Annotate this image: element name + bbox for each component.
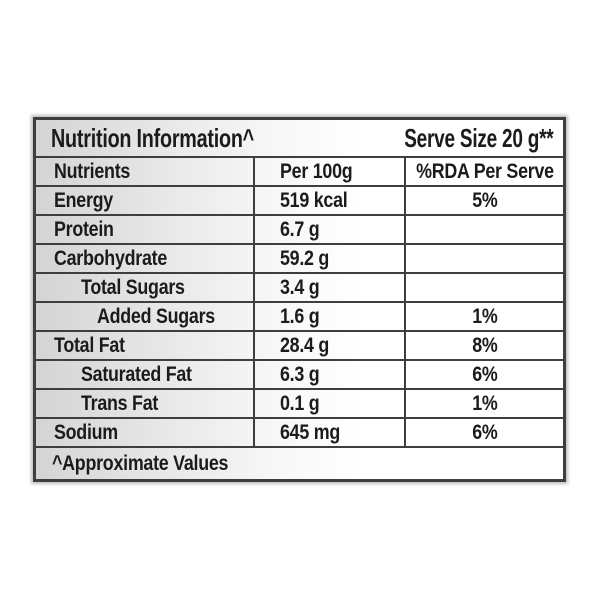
nutrient-name: Carbohydrate [54,246,167,270]
table-row: Protein 6.7 g [36,214,563,243]
rda-per-serve-cell: 1% [404,303,563,330]
rda-per-serve-value: 5% [471,188,498,212]
per-100g-value: 3.4 g [280,275,320,299]
nutrient-name-cell: Saturated Fat [36,361,253,388]
col-header-per100g: Per 100g [280,159,353,183]
rda-per-serve-value: 6% [471,420,498,444]
per-100g-cell: 0.1 g [253,390,404,417]
per-100g-cell: 645 mg [253,419,404,446]
nutrient-name-cell: Carbohydrate [36,245,253,272]
table-row: Energy 519 kcal 5% [36,185,563,214]
table-row: Carbohydrate 59.2 g [36,243,563,272]
rda-per-serve-cell [404,274,563,301]
footnote: ^Approximate Values [52,451,229,475]
table-row: Trans Fat 0.1 g 1% [36,388,563,417]
nutrient-name-cell: Total Fat [36,332,253,359]
per-100g-value: 6.3 g [280,362,320,386]
per-100g-cell: 6.7 g [253,216,404,243]
per-100g-value: 28.4 g [280,333,330,357]
col-header-rda-cell: %RDA Per Serve [404,158,563,185]
per-100g-value: 0.1 g [280,391,320,415]
per-100g-cell: 519 kcal [253,187,404,214]
nutrient-name-cell: Energy [36,187,253,214]
nutrient-name-cell: Trans Fat [36,390,253,417]
col-header-per100g-cell: Per 100g [253,158,404,185]
col-header-nutrients-cell: Nutrients [36,158,253,185]
table-row: Added Sugars 1.6 g 1% [36,301,563,330]
nutrition-table: Nutrition Information^ Serve Size 20 g**… [33,117,566,482]
per-100g-cell: 3.4 g [253,274,404,301]
nutrient-name-cell: Sodium [36,419,253,446]
rda-per-serve-cell: 5% [404,187,563,214]
table-row: Total Sugars 3.4 g [36,272,563,301]
per-100g-cell: 59.2 g [253,245,404,272]
table-title: Nutrition Information^ [51,122,255,153]
per-100g-value: 59.2 g [280,246,330,270]
rda-per-serve-cell: 1% [404,390,563,417]
rda-per-serve-value: 1% [471,304,498,328]
per-100g-cell: 28.4 g [253,332,404,359]
rda-per-serve-cell [404,245,563,272]
rda-per-serve-cell: 6% [404,361,563,388]
table-row: Sodium 645 mg 6% [36,417,563,446]
column-header-row: Nutrients Per 100g %RDA Per Serve [36,156,563,185]
per-100g-cell: 6.3 g [253,361,404,388]
rda-per-serve-value: 1% [471,391,498,415]
nutrient-name-cell: Added Sugars [36,303,253,330]
footnote-row: ^Approximate Values [36,446,563,479]
rda-per-serve-cell [404,216,563,243]
rda-per-serve-value: 8% [471,333,498,357]
nutrient-name: Saturated Fat [81,362,192,386]
per-100g-value: 1.6 g [280,304,320,328]
table-row: Saturated Fat 6.3 g 6% [36,359,563,388]
rda-per-serve-cell: 8% [404,332,563,359]
rda-per-serve-value: 6% [471,362,498,386]
per-100g-value: 519 kcal [280,188,348,212]
nutrient-name-cell: Protein [36,216,253,243]
nutrient-name: Total Fat [54,333,125,357]
nutrient-name: Protein [54,217,114,241]
nutrient-name-cell: Total Sugars [36,274,253,301]
per-100g-value: 645 mg [280,420,340,444]
per-100g-value: 6.7 g [280,217,320,241]
table-body: Energy 519 kcal 5% Protein 6.7 g Carbohy… [36,185,563,446]
table-row: Total Fat 28.4 g 8% [36,330,563,359]
nutrient-name: Total Sugars [81,275,185,299]
col-header-rda: %RDA Per Serve [415,159,554,183]
serve-size-label: Serve Size 20 g** [403,122,553,153]
per-100g-cell: 1.6 g [253,303,404,330]
nutrient-name: Added Sugars [97,304,215,328]
col-header-nutrients: Nutrients [54,159,131,183]
nutrient-name: Energy [54,188,113,212]
table-title-row: Nutrition Information^ Serve Size 20 g** [36,120,563,156]
nutrient-name: Trans Fat [81,391,159,415]
rda-per-serve-cell: 6% [404,419,563,446]
nutrient-name: Sodium [54,420,118,444]
